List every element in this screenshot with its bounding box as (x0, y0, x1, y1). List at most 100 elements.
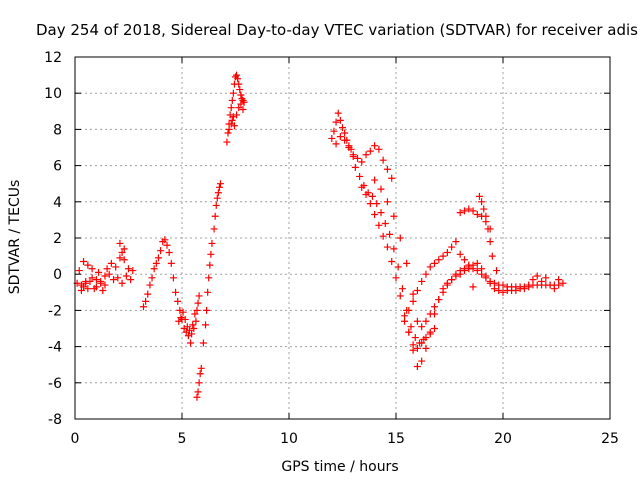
data-point (235, 104, 243, 112)
data-point (452, 238, 460, 246)
data-point (227, 104, 235, 112)
data-point (484, 225, 492, 233)
data-point (499, 288, 507, 296)
data-point (426, 263, 434, 271)
data-point (95, 268, 103, 276)
data-point (193, 306, 201, 314)
data-point (192, 317, 200, 325)
data-point (488, 252, 496, 260)
data-point (456, 250, 464, 258)
data-point (194, 299, 202, 307)
y-tick-label: 6 (53, 159, 62, 175)
data-point (443, 279, 451, 287)
data-point (328, 134, 336, 142)
y-tick-label: 10 (44, 86, 62, 102)
data-point (189, 321, 197, 329)
data-point (366, 200, 374, 208)
axes: 0 5 10 15 20 25 -8 -6 -4 -2 0 2 4 6 8 10 12 (44, 50, 619, 447)
y-tick-label: -4 (48, 340, 62, 356)
data-point (148, 274, 156, 282)
data-point (163, 241, 171, 249)
data-point (431, 303, 439, 311)
y-tick-label: 0 (53, 267, 62, 283)
data-point (473, 210, 481, 218)
data-point (215, 183, 223, 191)
data-point (542, 274, 550, 282)
data-point (403, 259, 411, 267)
data-point (187, 339, 195, 347)
data-point (336, 116, 344, 124)
data-point (358, 158, 366, 166)
data-point (422, 317, 430, 325)
y-tick-label: -8 (48, 412, 62, 428)
data-point (116, 239, 124, 247)
data-point (351, 163, 359, 171)
y-axis-title: SDTVAR / TECUs (7, 180, 23, 295)
data-point (167, 259, 175, 267)
data-point (75, 267, 83, 275)
data-point (139, 303, 147, 311)
data-point (345, 144, 353, 151)
data-point (480, 205, 488, 213)
data-point (202, 321, 210, 329)
data-point (512, 286, 520, 294)
data-point (118, 248, 126, 256)
data-point (448, 276, 456, 284)
data-point (336, 133, 344, 141)
data-point (473, 259, 481, 267)
data-point (214, 189, 222, 197)
data-point (341, 129, 349, 137)
data-point (390, 212, 398, 220)
data-point (207, 250, 215, 258)
data-point (152, 259, 160, 267)
data-point (120, 245, 128, 253)
data-point (129, 267, 137, 275)
x-tick-label: 5 (178, 431, 187, 447)
data-point (228, 96, 236, 104)
data-point (213, 194, 221, 202)
data-point (383, 243, 391, 251)
data-point (486, 279, 494, 287)
data-point (409, 346, 417, 354)
data-point (127, 276, 135, 284)
data-point (239, 105, 247, 113)
data-point (334, 109, 342, 117)
data-point (122, 272, 130, 280)
data-point (150, 265, 158, 273)
data-point (475, 192, 483, 200)
data-point (422, 270, 430, 278)
data-point (233, 71, 241, 79)
data-point (105, 270, 113, 278)
data-point (388, 258, 396, 266)
data-point (413, 317, 421, 325)
data-point (110, 276, 118, 284)
data-point (154, 254, 162, 262)
data-point (411, 334, 419, 342)
data-point (339, 124, 346, 132)
data-point (203, 306, 211, 314)
data-point (237, 91, 245, 99)
data-point (559, 279, 567, 287)
data-point (185, 326, 193, 334)
data-point (422, 344, 430, 352)
data-point (401, 317, 409, 325)
data-point (390, 245, 398, 253)
data-point (546, 281, 554, 289)
data-point (375, 145, 383, 153)
x-tick-label: 10 (280, 431, 298, 447)
data-point (142, 297, 150, 305)
data-point (330, 127, 338, 135)
data-point (460, 267, 468, 275)
y-tick-label: 12 (44, 50, 62, 66)
data-point (103, 265, 111, 273)
data-point (478, 265, 486, 273)
data-point (112, 263, 120, 271)
data-point (197, 364, 205, 372)
data-point (332, 140, 340, 148)
data-point (371, 210, 379, 218)
data-point (205, 274, 213, 282)
data-point (366, 147, 374, 155)
data-point (377, 209, 385, 217)
data-point (388, 174, 396, 182)
